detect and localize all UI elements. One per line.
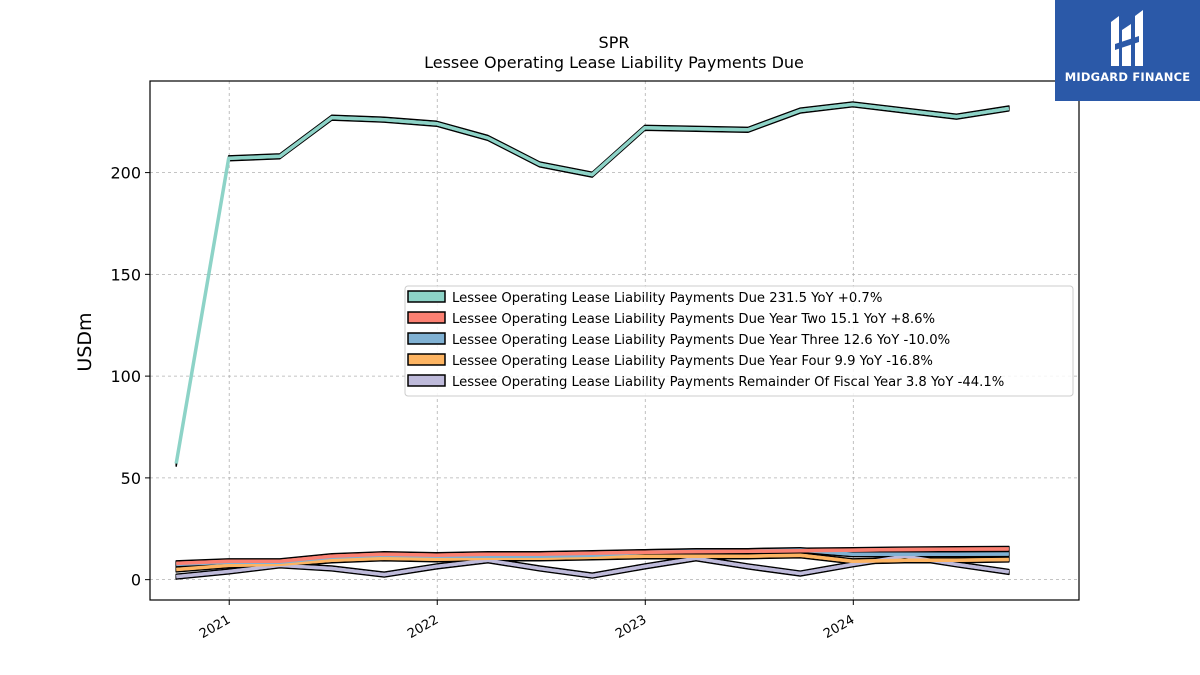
brand-logo: MIDGARD FINANCE	[1055, 0, 1200, 101]
y-tick-label: 0	[131, 571, 141, 590]
legend-box	[404, 285, 1074, 397]
legend-swatch	[407, 353, 446, 366]
x-axis-ticks: 2021 2022 2023 2024	[197, 600, 857, 642]
chart-subtitle: Lessee Operating Lease Liability Payment…	[424, 53, 804, 72]
legend-entry: Lessee Operating Lease Liability Payment…	[452, 333, 950, 348]
legend: Lessee Operating Lease Liability Payment…	[404, 285, 1074, 397]
y-tick-label: 200	[110, 164, 141, 183]
midgard-logo-icon	[1111, 10, 1143, 66]
y-axis-ticks: 0 50 100 150 200	[110, 164, 150, 590]
x-tick-label: 2023	[613, 612, 649, 642]
x-tick-label: 2021	[197, 612, 233, 642]
series-band	[175, 101, 1010, 467]
y-tick-label: 50	[121, 469, 141, 488]
legend-swatch	[407, 290, 446, 303]
y-tick-label: 150	[110, 265, 141, 284]
legend-entry: Lessee Operating Lease Liability Payment…	[452, 354, 933, 369]
brand-name: MIDGARD FINANCE	[1064, 70, 1191, 84]
series-line	[176, 553, 1009, 572]
legend-swatch	[407, 332, 446, 345]
series-line	[174, 102, 1010, 464]
plot-frame	[149, 80, 1080, 601]
legend-swatch	[407, 311, 446, 324]
series-line	[176, 547, 1009, 566]
legend-entry: Lessee Operating Lease Liability Payment…	[452, 375, 1004, 390]
chart-title: SPR	[599, 33, 630, 52]
legend-swatch	[407, 374, 446, 387]
y-axis-label: USDm	[74, 312, 96, 371]
x-tick-label: 2022	[405, 612, 441, 642]
y-tick-label: 100	[110, 367, 141, 386]
series-lines	[174, 102, 1010, 579]
legend-entry: Lessee Operating Lease Liability Payment…	[452, 291, 882, 306]
legend-entry: Lessee Operating Lease Liability Payment…	[452, 312, 935, 327]
x-tick-label: 2024	[821, 612, 857, 642]
